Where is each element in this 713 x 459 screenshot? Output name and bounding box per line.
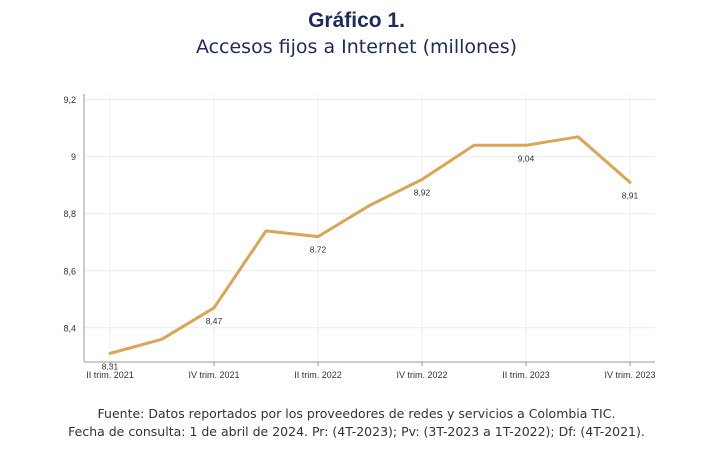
data-label: 8,72 — [310, 245, 327, 255]
tick-labels: 8,4 8,6 8,8 9 9,2 II trim. 2021 IV trim. 2021 I… — [63, 95, 655, 380]
data-point — [421, 178, 424, 181]
chart-title: Gráfico 1. — [308, 9, 405, 32]
series-layer — [108, 135, 632, 355]
data-point — [109, 352, 112, 355]
data-point — [473, 144, 476, 147]
data-point — [525, 144, 528, 147]
data-point — [161, 338, 164, 341]
y-tick-label: 8,4 — [63, 323, 76, 333]
data-point — [577, 135, 580, 138]
data-label: 8,31 — [102, 361, 119, 371]
y-tick-label: 8,6 — [63, 266, 76, 276]
data-label: 9,04 — [518, 153, 535, 163]
data-point — [265, 229, 268, 232]
series-line — [108, 135, 632, 355]
footer: Fuente: Datos reportados por los proveed… — [0, 405, 713, 441]
data-point — [213, 306, 216, 309]
data-point — [629, 181, 632, 184]
consultation-note: Fecha de consulta: 1 de abril de 2024. P… — [68, 424, 645, 439]
data-labels: 8,31 8,47 8,72 8,92 9,04 8,91 — [102, 153, 639, 371]
data-label: 8,92 — [414, 188, 431, 198]
title-block: Gráfico 1. Accesos fijos a Internet (mil… — [0, 8, 713, 60]
data-point — [317, 235, 320, 238]
y-tick-label: 9 — [71, 152, 76, 162]
line-chart: 8,31 8,47 8,72 8,92 9,04 8,91 8,4 8,6 8,8 9 9,2 II… — [63, 94, 656, 380]
data-label: 8,47 — [206, 316, 223, 326]
y-tick-label: 8,8 — [63, 209, 76, 219]
y-tick-label: 9,2 — [63, 95, 76, 105]
x-tick-label: II trim. 2022 — [294, 370, 342, 380]
x-tick-label: II trim. 2021 — [86, 370, 134, 380]
data-point — [369, 204, 372, 207]
axes — [83, 94, 655, 366]
source-note: Fuente: Datos reportados por los proveed… — [97, 406, 616, 421]
data-label: 8,91 — [622, 190, 639, 200]
chart-subtitle: Accesos fijos a Internet (millones) — [195, 36, 518, 58]
grid-lines — [84, 94, 655, 362]
chart-area: 8,31 8,47 8,72 8,92 9,04 8,91 8,4 8,6 8,8 9 9,2 II… — [0, 80, 713, 390]
x-tick-label: IV trim. 2023 — [604, 370, 655, 380]
x-tick-label: IV trim. 2021 — [188, 370, 239, 380]
x-tick-label: II trim. 2023 — [502, 370, 550, 380]
x-tick-label: IV trim. 2022 — [396, 370, 447, 380]
